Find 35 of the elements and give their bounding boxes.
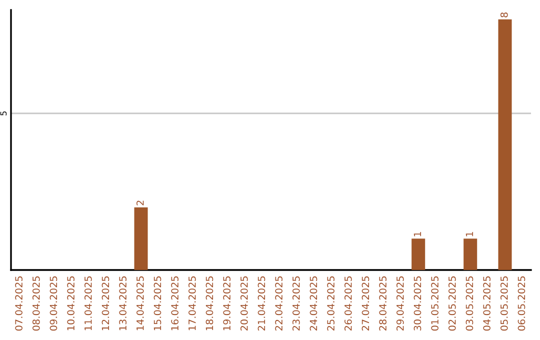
x-tick-label: 24.04.2025 — [310, 276, 318, 331]
x-tick-label: 03.05.2025 — [466, 276, 474, 331]
x-tick-label: 14.04.2025 — [136, 276, 144, 330]
x-tick-label: 18.04.2025 — [206, 276, 214, 330]
x-tick-label: 12.04.2025 — [102, 276, 110, 330]
data-label: 1 — [466, 232, 474, 236]
x-tick-label: 30.04.2025 — [414, 276, 422, 330]
x-tick-label: 23.04.2025 — [292, 276, 300, 331]
x-tick-label: 11.04.2025 — [84, 276, 92, 330]
x-tick-label: 02.05.2025 — [448, 276, 456, 331]
x-tick-label: 29.04.2025 — [396, 276, 404, 331]
x-tick-label: 08.04.2025 — [32, 276, 40, 331]
x-tick-label: 22.04.2025 — [275, 276, 282, 331]
x-tick-label: 27.04.2025 — [362, 276, 370, 331]
x-tick-label: 04.05.2025 — [483, 276, 490, 331]
x-tick-label: 09.04.2025 — [50, 276, 58, 331]
x-tick-label: 13.04.2025 — [119, 276, 126, 330]
y-tick-label: 5 — [0, 111, 7, 116]
x-tick-label: 10.04.2025 — [67, 276, 74, 330]
x-tick-label: 21.04.2025 — [258, 276, 266, 331]
x-tick-label: 06.05.2025 — [518, 276, 526, 331]
x-tick-label: 05.05.2025 — [500, 276, 508, 331]
x-tick-label: 25.04.2025 — [327, 276, 334, 331]
x-tick-label: 28.04.2025 — [379, 276, 386, 331]
x-tick-label: 15.04.2025 — [154, 276, 162, 330]
x-tick-label: 26.04.2025 — [344, 276, 352, 331]
data-label: 8 — [500, 12, 508, 18]
x-tick-label: 16.04.2025 — [171, 276, 178, 330]
x-tick-label: 17.04.2025 — [188, 276, 196, 330]
x-tick-label: 07.04.2025 — [15, 276, 22, 331]
data-label: 2 — [136, 200, 144, 206]
x-tick-label: 20.04.2025 — [240, 276, 248, 331]
data-label: 1 — [414, 232, 422, 236]
x-tick-label: 19.04.2025 — [223, 276, 230, 330]
x-tick-label: 01.05.2025 — [431, 276, 438, 331]
